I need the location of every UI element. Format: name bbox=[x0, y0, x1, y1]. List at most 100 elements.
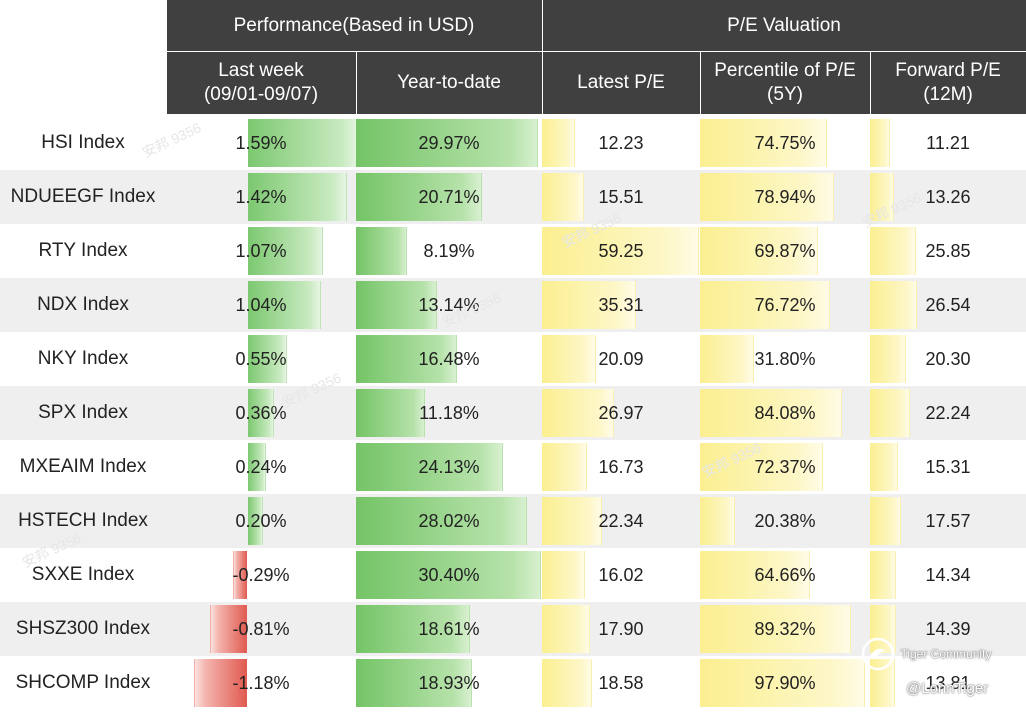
index-name-cell: SXXE Index bbox=[0, 548, 166, 602]
last-week-value: -1.18% bbox=[232, 672, 290, 693]
percentile-bar bbox=[700, 659, 866, 707]
header-col-latest-pe: Latest P/E bbox=[542, 52, 700, 114]
forward-pe-bar bbox=[870, 281, 917, 329]
last-week-cell: 0.20% bbox=[166, 494, 356, 548]
index-name-cell: SHSZ300 Index bbox=[0, 602, 166, 656]
percentile-value: 72.37% bbox=[754, 456, 816, 477]
ytd-value: 11.18% bbox=[419, 402, 479, 423]
forward-pe-cell: 15.31 bbox=[870, 440, 1026, 494]
last-week-bar bbox=[210, 605, 247, 653]
percentile-cell: 76.72% bbox=[700, 278, 870, 332]
ytd-value: 8.19% bbox=[423, 240, 475, 261]
last-week-cell: 1.42% bbox=[166, 170, 356, 224]
latest-pe-value: 15.51 bbox=[598, 186, 644, 207]
latest-pe-bar bbox=[542, 281, 636, 329]
latest-pe-value: 17.90 bbox=[598, 618, 644, 639]
forward-pe-value: 20.30 bbox=[925, 348, 971, 369]
index-name: HSTECH Index bbox=[18, 510, 148, 531]
ytd-cell: 28.02% bbox=[356, 494, 542, 548]
latest-pe-bar bbox=[542, 119, 576, 167]
index-name-cell: RTY Index bbox=[0, 224, 166, 278]
forward-pe-value: 25.85 bbox=[925, 240, 971, 261]
header-group-performance: Performance(Based in USD) bbox=[166, 0, 542, 52]
percentile-bar bbox=[700, 443, 823, 491]
tiger-logo-icon bbox=[861, 637, 895, 671]
table-row: NDUEEGF Index 1.42% 20.71% 15.51 78.94% 13.26 bbox=[0, 170, 1026, 224]
last-week-bar bbox=[233, 551, 247, 599]
percentile-cell: 20.38% bbox=[700, 494, 870, 548]
forward-pe-value: 26.54 bbox=[925, 294, 971, 315]
last-week-value: 1.04% bbox=[235, 294, 287, 315]
forward-pe-cell: 20.30 bbox=[870, 332, 1026, 386]
forward-pe-cell: 13.81 bbox=[870, 656, 1026, 710]
last-week-value: 1.07% bbox=[235, 240, 287, 261]
handle-watermark: @LonnTiger bbox=[906, 680, 988, 697]
latest-pe-cell: 26.97 bbox=[542, 386, 700, 440]
table-row: NDX Index 1.04% 13.14% 35.31 76.72% 26.54 bbox=[0, 278, 1026, 332]
ytd-bar bbox=[356, 551, 541, 599]
table-row: HSI Index 1.59% 29.97% 12.23 74.75% 11.21 bbox=[0, 116, 1026, 170]
forward-pe-value: 11.21 bbox=[926, 132, 970, 153]
index-name-cell: SPX Index bbox=[0, 386, 166, 440]
ytd-cell: 29.97% bbox=[356, 116, 542, 170]
percentile-bar bbox=[700, 497, 736, 545]
ytd-bar bbox=[356, 335, 457, 383]
latest-pe-bar bbox=[542, 389, 614, 437]
last-week-bar bbox=[248, 227, 324, 275]
index-name: MXEAIM Index bbox=[19, 456, 147, 477]
latest-pe-bar bbox=[542, 335, 596, 383]
last-week-value: -0.29% bbox=[232, 564, 290, 585]
ytd-bar bbox=[356, 389, 425, 437]
last-week-cell: 0.55% bbox=[166, 332, 356, 386]
forward-pe-cell: 25.85 bbox=[870, 224, 1026, 278]
last-week-cell: 1.04% bbox=[166, 278, 356, 332]
last-week-value: -0.81% bbox=[232, 618, 290, 639]
forward-pe-bar bbox=[870, 659, 895, 707]
ytd-value: 30.40% bbox=[418, 564, 480, 585]
last-week-value: 0.55% bbox=[235, 348, 287, 369]
latest-pe-cell: 59.25 bbox=[542, 224, 700, 278]
last-week-bar bbox=[248, 281, 321, 329]
header-col-ytd-label: Year-to-date bbox=[397, 72, 501, 93]
latest-pe-value: 12.23 bbox=[598, 132, 644, 153]
index-name: NKY Index bbox=[37, 348, 129, 369]
index-name: SXXE Index bbox=[31, 564, 135, 585]
ytd-cell: 13.14% bbox=[356, 278, 542, 332]
header-divider bbox=[166, 51, 1026, 52]
ytd-cell: 8.19% bbox=[356, 224, 542, 278]
forward-pe-value: 14.39 bbox=[925, 618, 971, 639]
last-week-bar bbox=[248, 119, 359, 167]
header-divider bbox=[356, 52, 357, 114]
header-blank-cell bbox=[0, 0, 166, 114]
header-group-valuation-label: P/E Valuation bbox=[727, 15, 841, 36]
ytd-value: 13.14% bbox=[418, 294, 480, 315]
last-week-value: 1.42% bbox=[235, 186, 287, 207]
ytd-value: 18.93% bbox=[418, 672, 480, 693]
ytd-bar bbox=[356, 443, 504, 491]
forward-pe-value: 14.34 bbox=[925, 564, 971, 585]
ytd-bar bbox=[356, 119, 539, 167]
table-row: SXXE Index -0.29% 30.40% 16.02 64.66% 14.34 bbox=[0, 548, 1026, 602]
latest-pe-value: 59.25 bbox=[598, 240, 644, 261]
latest-pe-cell: 16.02 bbox=[542, 548, 700, 602]
forward-pe-bar bbox=[870, 497, 902, 545]
header-group-valuation: P/E Valuation bbox=[542, 0, 1026, 52]
last-week-value: 0.20% bbox=[235, 510, 287, 531]
forward-pe-cell: 13.26 bbox=[870, 170, 1026, 224]
latest-pe-value: 16.73 bbox=[598, 456, 644, 477]
latest-pe-bar bbox=[542, 227, 699, 275]
ytd-value: 18.61% bbox=[418, 618, 480, 639]
forward-pe-value: 13.26 bbox=[925, 186, 971, 207]
percentile-cell: 78.94% bbox=[700, 170, 870, 224]
table-row: NKY Index 0.55% 16.48% 20.09 31.80% 20.30 bbox=[0, 332, 1026, 386]
table-row: SHSZ300 Index -0.81% 18.61% 17.90 89.32% 14.3… bbox=[0, 602, 1026, 656]
last-week-cell: -0.29% bbox=[166, 548, 356, 602]
percentile-bar bbox=[700, 119, 827, 167]
latest-pe-value: 16.02 bbox=[598, 564, 644, 585]
percentile-cell: 72.37% bbox=[700, 440, 870, 494]
ytd-bar bbox=[356, 281, 437, 329]
index-name-cell: NDX Index bbox=[0, 278, 166, 332]
latest-pe-cell: 22.34 bbox=[542, 494, 700, 548]
ytd-cell: 16.48% bbox=[356, 332, 542, 386]
last-week-cell: 0.24% bbox=[166, 440, 356, 494]
